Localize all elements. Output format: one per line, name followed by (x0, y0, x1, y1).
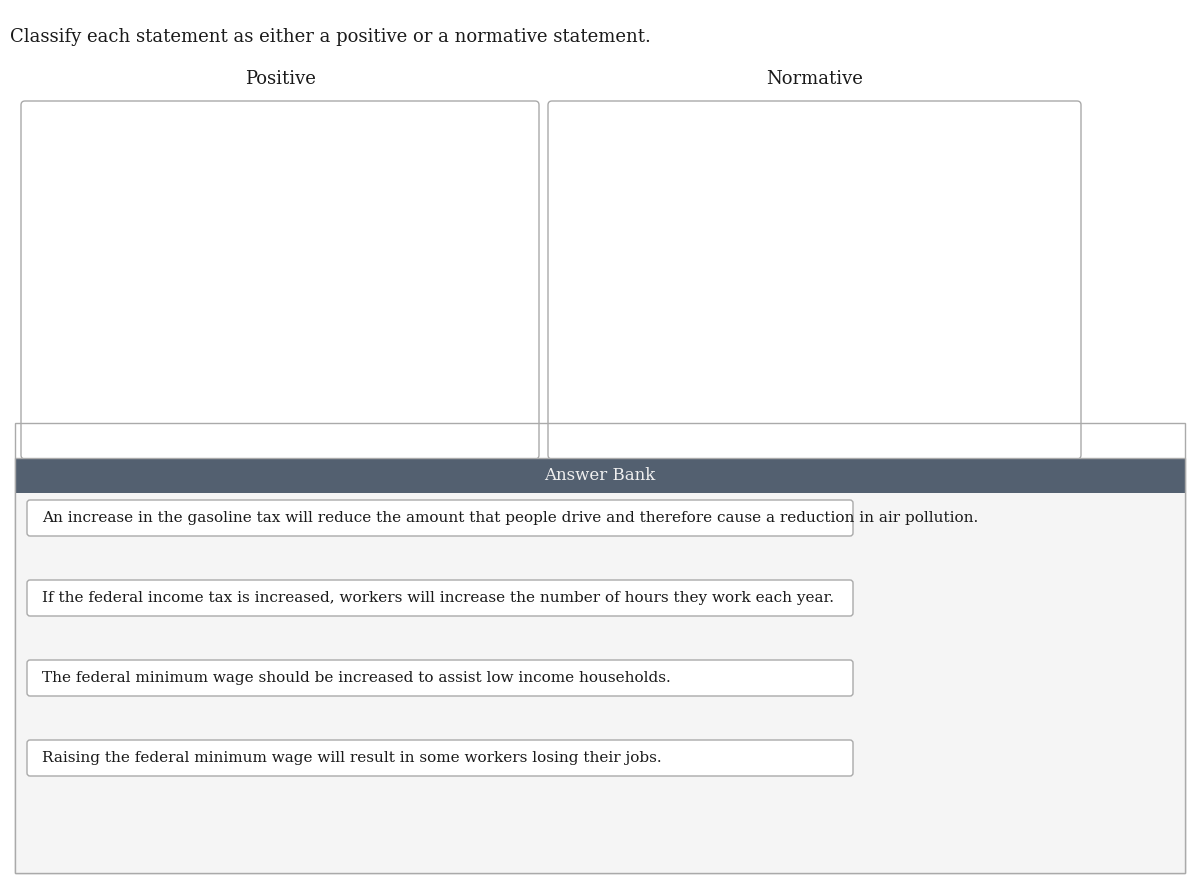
FancyBboxPatch shape (28, 740, 853, 776)
Text: Positive: Positive (245, 70, 316, 88)
Text: Classify each statement as either a positive or a normative statement.: Classify each statement as either a posi… (10, 28, 650, 46)
Text: The federal minimum wage should be increased to assist low income households.: The federal minimum wage should be incre… (42, 671, 671, 685)
Bar (14, 458, 1186, 493)
FancyBboxPatch shape (28, 500, 853, 536)
Text: Raising the federal minimum wage will result in some workers losing their jobs.: Raising the federal minimum wage will re… (42, 751, 661, 765)
Bar (14, 458, 1186, 873)
FancyBboxPatch shape (28, 660, 853, 696)
Text: If the federal income tax is increased, workers will increase the number of hour: If the federal income tax is increased, … (42, 591, 834, 605)
FancyBboxPatch shape (22, 101, 539, 459)
FancyBboxPatch shape (28, 580, 853, 616)
FancyBboxPatch shape (548, 101, 1081, 459)
Text: An increase in the gasoline tax will reduce the amount that people drive and the: An increase in the gasoline tax will red… (42, 511, 978, 525)
Bar (14, 493, 1186, 873)
Text: Normative: Normative (766, 70, 863, 88)
Text: Answer Bank: Answer Bank (545, 467, 655, 484)
